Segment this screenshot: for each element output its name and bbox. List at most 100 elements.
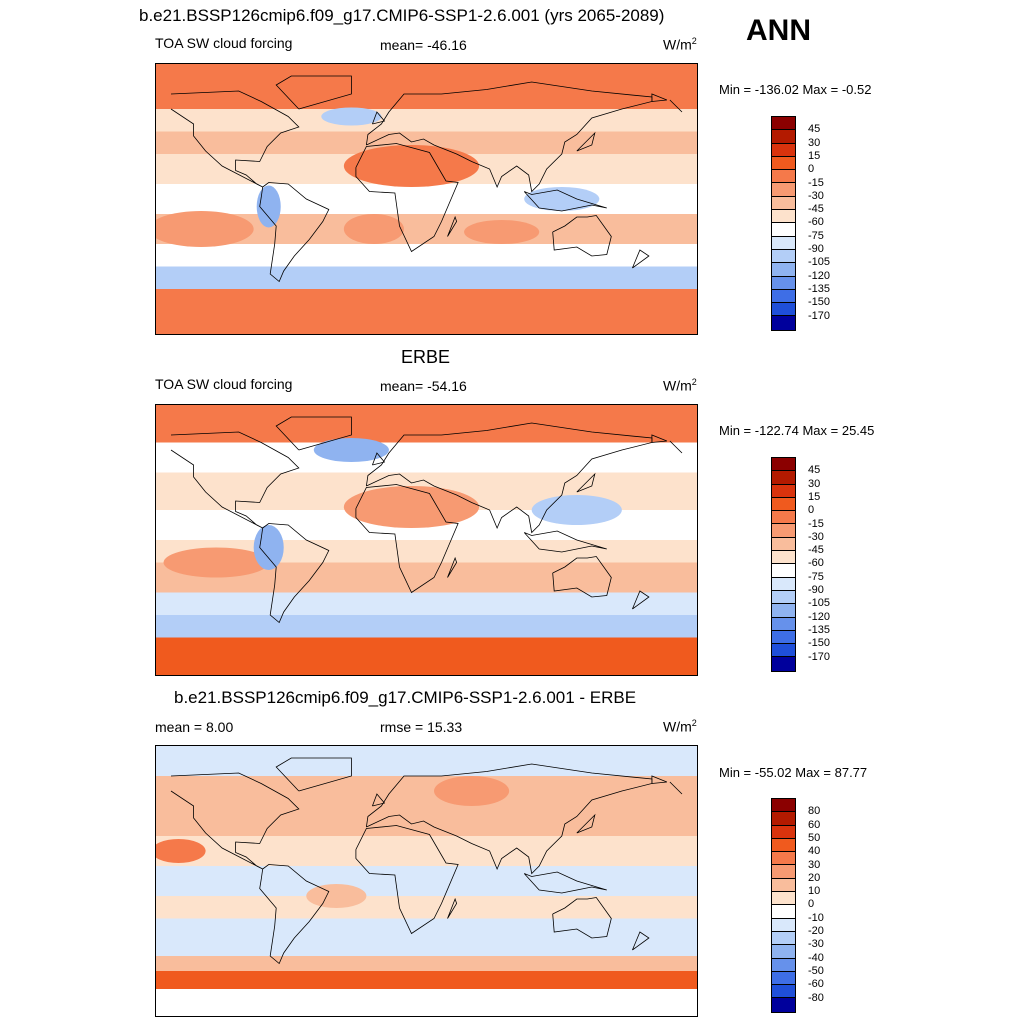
colorbar-swatch (772, 617, 795, 631)
colorbar-tick-label: -170 (808, 650, 831, 663)
colorbar-tick-label: 10 (808, 885, 821, 898)
colorbar-swatch (772, 971, 795, 986)
colorbar-tick-label: -170 (808, 309, 831, 322)
field-region (156, 405, 697, 443)
colorbar-swatch (772, 316, 795, 330)
colorbar-diff: 80 60 50 40 30 20 10 0 -10 -20 -30 -40 -50 -60 -80 (771, 798, 824, 1013)
colorbar-swatch (772, 998, 795, 1012)
colorbar-tick-label: -105 (808, 597, 831, 610)
colorbar-swatch (772, 263, 795, 277)
field-region (156, 289, 697, 334)
colorbar-tick-label: 45 (808, 123, 821, 136)
coastline (552, 556, 612, 598)
panel-diff-minmax: Min = -55.02 Max = 87.77 (719, 765, 868, 780)
colorbar-swatch (772, 303, 795, 317)
colorbar-tick-label: -20 (808, 925, 824, 937)
colorbar-swatch (772, 564, 795, 578)
colorbar-swatch (772, 524, 795, 538)
colorbar-swatch (772, 918, 795, 932)
field-region (156, 131, 697, 154)
colorbar-swatch (772, 249, 795, 264)
coastline (447, 897, 458, 919)
colorbar-tick-label: -135 (808, 282, 831, 295)
panel-diff-mean-label: mean = 8.00 (155, 719, 234, 735)
colorbar-swatch (772, 511, 795, 525)
field-region (156, 442, 697, 473)
coastline (447, 215, 458, 237)
field-region (156, 866, 697, 896)
colorbar-swatch (772, 143, 795, 157)
map-diff-svg (156, 746, 697, 1016)
colorbar-tick-label: 20 (808, 871, 821, 884)
panel-model-minmax: Min = -136.02 Max = -0.52 (719, 82, 872, 97)
colorbar-swatch (772, 497, 795, 512)
field-region (321, 107, 382, 126)
colorbar-swatch (772, 812, 795, 826)
panel-obs-title: ERBE (401, 347, 451, 367)
coastline (552, 215, 612, 257)
field-region (156, 839, 206, 863)
field-region (156, 956, 697, 971)
coastline (372, 111, 386, 125)
panel-diff-title: b.e21.BSSP126cmip6.f09_g17.CMIP6-SSP1-2.… (174, 688, 637, 707)
coastline (523, 189, 607, 212)
field-region (156, 989, 697, 1016)
panel-obs-left-label: TOA SW cloud forcing (155, 376, 293, 392)
colorbar-swatch (772, 537, 795, 552)
colorbar-tick-label: 0 (808, 898, 815, 911)
colorbar-tick-label: 50 (808, 831, 821, 844)
coastline (259, 864, 330, 965)
field-region (313, 438, 389, 462)
coastline (366, 763, 653, 875)
field-region (156, 266, 697, 289)
colorbar-swatch (772, 577, 795, 591)
panel-model-mean-label: mean= -46.16 (380, 37, 467, 53)
colorbar-tick-label: -150 (808, 637, 831, 650)
colorbar-tick-label: 30 (808, 858, 821, 871)
season-label: ANN (746, 14, 811, 47)
panel-model-units: W/m2 (663, 36, 697, 53)
colorbar-swatch (772, 657, 795, 671)
panel-model-left-label: TOA SW cloud forcing (155, 35, 293, 51)
colorbar-tick-label: -75 (808, 570, 824, 583)
colorbar-tick-label: -80 (808, 991, 824, 1004)
colorbar-tick-label: -30 (808, 530, 824, 543)
colorbar-tick-label: -135 (808, 623, 831, 636)
colorbar-swatch (772, 838, 795, 853)
colorbar-tick-label: -50 (808, 964, 824, 977)
coastline (447, 556, 458, 578)
colorbar-swatch (772, 170, 795, 184)
field-region (524, 187, 600, 211)
colorbar-swatch (772, 196, 795, 211)
coastline (372, 452, 386, 466)
colorbar-swatch (772, 958, 795, 972)
colorbar-swatch (772, 236, 795, 250)
coastline (275, 757, 352, 792)
map-panel-obs (155, 404, 698, 676)
colorbar-swatch (772, 223, 795, 237)
field-region (156, 211, 254, 247)
coastline (523, 530, 607, 553)
colorbar-swatch (772, 590, 795, 605)
coastline (576, 131, 596, 152)
colorbar-tick-label: 40 (808, 845, 821, 858)
colorbar-swatch (772, 484, 795, 498)
coastline (523, 871, 607, 894)
colorbar-tick-label: -120 (808, 269, 831, 282)
map-obs-svg (156, 405, 697, 675)
field-region (163, 547, 269, 578)
panel-diff-rmse-label: rmse = 15.33 (380, 719, 463, 735)
coastline (632, 590, 650, 610)
field-region (156, 615, 697, 638)
colorbar-tick-label: -10 (808, 911, 824, 924)
colorbar-swatch (772, 630, 795, 645)
colorbar-tick-label: -40 (808, 951, 824, 964)
colorbar-tick-label: 80 (808, 805, 821, 818)
field-region (343, 214, 404, 244)
field-region (156, 637, 697, 675)
coastline (355, 484, 459, 594)
field-region (156, 64, 697, 109)
field-region (253, 525, 284, 570)
colorbar-tick-label: -45 (808, 544, 824, 557)
coastline (355, 143, 459, 253)
